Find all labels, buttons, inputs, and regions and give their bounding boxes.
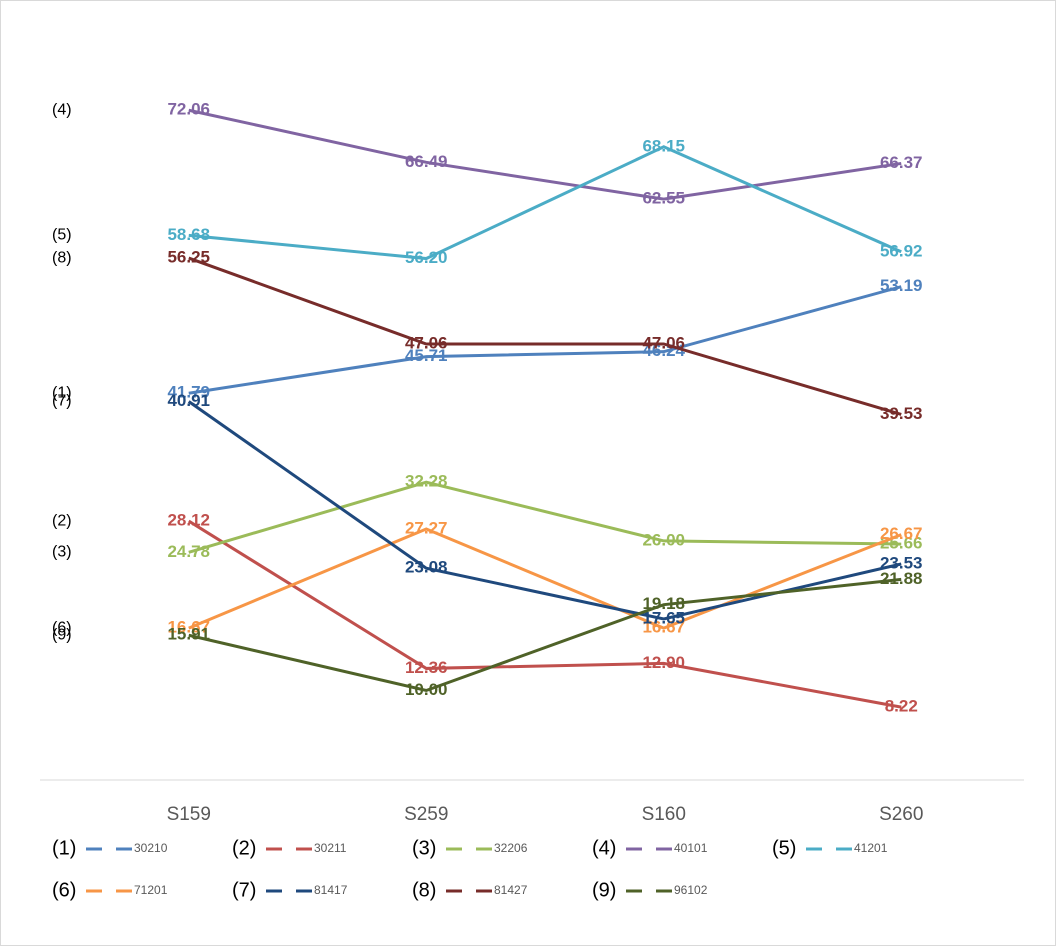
data-label: 47.06 — [405, 333, 448, 352]
legend-tag: (2) — [232, 837, 256, 859]
data-label: 58.68 — [167, 225, 210, 244]
data-label: 10.00 — [405, 680, 448, 699]
data-label: 47.06 — [642, 333, 685, 352]
legend-label: 41201 — [854, 841, 888, 855]
legend-tag: (4) — [592, 837, 616, 859]
data-label: 56.92 — [880, 241, 923, 260]
series-tag: (3) — [52, 544, 72, 561]
legend-label: 40101 — [674, 841, 708, 855]
legend-tag: (7) — [232, 879, 256, 901]
chart: S159S259S160S26041.7945.7146.2453.19(1)(… — [0, 0, 1056, 946]
legend-label: 30210 — [134, 841, 168, 855]
legend-label: 81417 — [314, 883, 348, 897]
data-label: 26.00 — [642, 530, 685, 549]
series-tag: (8) — [52, 249, 72, 266]
data-label: 15.91 — [167, 625, 210, 644]
data-label: 66.49 — [405, 152, 448, 171]
data-label: 39.53 — [880, 404, 923, 423]
data-label: 62.55 — [642, 189, 685, 208]
legend-label: 81427 — [494, 883, 528, 897]
data-label: 12.90 — [642, 653, 685, 672]
legend-label: 96102 — [674, 883, 708, 897]
data-label: 27.27 — [405, 519, 448, 538]
data-label: 8.22 — [885, 697, 918, 716]
data-label: 32.28 — [405, 472, 448, 491]
legend-tag: (3) — [412, 837, 436, 859]
legend-tag: (9) — [592, 879, 616, 901]
data-label: 56.25 — [167, 248, 210, 267]
data-label: 12.36 — [405, 658, 448, 677]
legend-label: 71201 — [134, 883, 168, 897]
legend-tag: (1) — [52, 837, 76, 859]
data-label: 66.37 — [880, 153, 923, 172]
legend-tag: (5) — [772, 837, 796, 859]
data-label: 26.67 — [880, 524, 923, 543]
legend-label: 32206 — [494, 841, 528, 855]
data-label: 68.15 — [642, 136, 685, 155]
series-tag: (9) — [52, 626, 72, 643]
data-label: 23.08 — [405, 558, 448, 577]
data-label: 53.19 — [880, 276, 923, 295]
series-tag: (4) — [52, 101, 72, 118]
data-label: 21.88 — [880, 569, 923, 588]
data-label: 19.18 — [642, 594, 685, 613]
series-tag: (5) — [52, 227, 72, 244]
x-tick-label: S260 — [879, 804, 923, 825]
data-label: 56.20 — [405, 248, 448, 267]
legend-tag: (8) — [412, 879, 436, 901]
x-tick-label: S159 — [167, 804, 211, 825]
data-label: 72.06 — [167, 100, 210, 119]
data-label: 24.78 — [167, 542, 210, 561]
legend-tag: (6) — [52, 879, 76, 901]
series-tag: (7) — [52, 393, 72, 410]
data-label: 40.91 — [167, 391, 210, 410]
series-tag: (2) — [52, 512, 72, 529]
x-tick-label: S160 — [642, 804, 686, 825]
legend-label: 30211 — [314, 841, 347, 855]
x-tick-label: S259 — [404, 804, 448, 825]
data-label: 28.12 — [167, 511, 210, 530]
